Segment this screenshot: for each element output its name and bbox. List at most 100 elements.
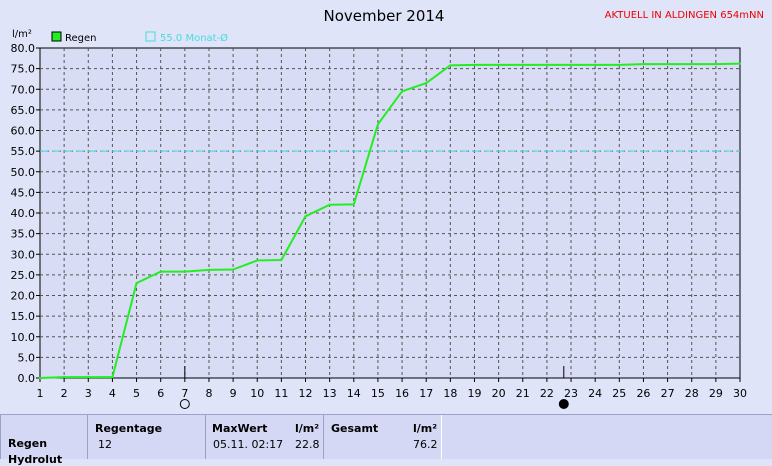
rain-data-point xyxy=(376,123,379,126)
rain-data-point xyxy=(497,63,500,66)
y-tick-label: 40.0 xyxy=(11,207,36,220)
rain-data-point xyxy=(449,64,452,67)
x-tick-label: 7 xyxy=(181,387,188,400)
rain-data-point xyxy=(352,203,355,206)
legend-swatch-rain xyxy=(51,31,62,42)
summary-panel: Regen Hydrolut Regentage 12 MaxWert l/m²… xyxy=(0,414,772,466)
y-tick-label: 15.0 xyxy=(11,310,36,323)
x-tick-label: 24 xyxy=(588,387,602,400)
rain-data-point xyxy=(690,63,693,66)
summary-rain-days-cell: Regentage 12 xyxy=(87,415,206,459)
legend-label-average: 55.0 Monat-Ø xyxy=(160,32,228,44)
rain-data-point xyxy=(401,90,404,93)
x-tick-label: 26 xyxy=(636,387,650,400)
rain-data-point xyxy=(570,63,573,66)
grid-lines xyxy=(40,48,740,378)
rain-data-point xyxy=(473,63,476,66)
x-tick-label: 21 xyxy=(516,387,530,400)
max-value-amount: 22.8 xyxy=(295,438,320,451)
chart-title: November 2014 xyxy=(324,7,445,25)
x-tick-label: 13 xyxy=(323,387,337,400)
x-tick-label: 6 xyxy=(157,387,164,400)
x-tick-label: 29 xyxy=(709,387,723,400)
x-tick-label: 20 xyxy=(492,387,506,400)
y-axis-unit: l/m² xyxy=(12,29,32,40)
rain-data-point xyxy=(183,270,186,273)
x-tick-label: 15 xyxy=(371,387,385,400)
rain-data-point xyxy=(618,63,621,66)
rain-data-point xyxy=(714,63,717,66)
station-label: AKTUELL IN ALDINGEN 654mNN xyxy=(605,10,764,21)
y-tick-label: 5.0 xyxy=(18,351,36,364)
x-tick-label: 10 xyxy=(250,387,264,400)
x-tick-label: 16 xyxy=(395,387,409,400)
y-tick-label: 30.0 xyxy=(11,248,36,261)
x-tick-label: 22 xyxy=(540,387,554,400)
y-tick-label: 45.0 xyxy=(11,186,36,199)
rain-data-point xyxy=(256,259,259,262)
x-tick-label: 17 xyxy=(419,387,433,400)
x-tick-label: 30 xyxy=(733,387,747,400)
rain-data-point xyxy=(425,82,428,85)
x-tick-label: 8 xyxy=(205,387,212,400)
summary-row-label: Regen xyxy=(8,437,48,450)
x-tick-label: 28 xyxy=(685,387,699,400)
y-tick-label: 70.0 xyxy=(11,83,36,96)
moon-phase-markers xyxy=(179,366,569,409)
rain-data-point xyxy=(63,376,66,379)
rain-data-point xyxy=(111,376,114,379)
rain-data-point xyxy=(521,63,524,66)
x-tick-label: 2 xyxy=(61,387,68,400)
summary-row-label-2: Hydrolut xyxy=(8,453,63,466)
total-unit: l/m² xyxy=(413,422,438,435)
x-tick-label: 25 xyxy=(612,387,626,400)
y-tick-label: 55.0 xyxy=(11,145,36,158)
rain-chart: November 2014 AKTUELL IN ALDINGEN 654mNN… xyxy=(11,7,764,409)
y-tick-label: 35.0 xyxy=(11,228,36,241)
legend-swatch-average xyxy=(145,31,156,42)
x-tick-label: 11 xyxy=(274,387,288,400)
x-axis-ticks: 1 2 3 4 5 6 7 8 9 10 11 12 13 14 15 16 17 18 19 20 21 22 23 24 2… xyxy=(37,378,747,400)
summary-total-cell: Gesamt l/m² 76.2 xyxy=(323,415,442,459)
legend-label-rain: Regen xyxy=(65,33,97,44)
y-tick-label: 80.0 xyxy=(11,42,36,55)
rain-data-point xyxy=(594,63,597,66)
rain-data-point xyxy=(666,63,669,66)
summary-max-cell: MaxWert l/m² 05.11. 02:17 22.8 xyxy=(205,415,324,459)
y-tick-label: 65.0 xyxy=(11,104,36,117)
rain-data-point xyxy=(304,215,307,218)
rain-data-point xyxy=(739,62,741,65)
x-tick-label: 12 xyxy=(299,387,313,400)
y-tick-label: 10.0 xyxy=(11,331,36,344)
x-tick-label: 4 xyxy=(109,387,116,400)
rain-data-point xyxy=(159,270,162,273)
rain-data-point xyxy=(135,282,138,285)
rain-days-value: 12 xyxy=(98,438,112,451)
x-tick-label: 3 xyxy=(85,387,92,400)
new-moon-icon xyxy=(558,399,569,409)
rain-days-header: Regentage xyxy=(95,422,163,435)
rain-data-point xyxy=(280,259,283,262)
rain-data-point xyxy=(207,268,210,271)
rain-data-point xyxy=(328,203,331,206)
max-value-date: 05.11. 02:17 xyxy=(213,438,284,451)
x-tick-label: 19 xyxy=(467,387,481,400)
x-tick-label: 27 xyxy=(661,387,675,400)
x-tick-label: 18 xyxy=(443,387,457,400)
y-tick-label: 75.0 xyxy=(11,63,36,76)
x-tick-label: 1 xyxy=(37,387,44,400)
max-value-header: MaxWert xyxy=(212,422,268,435)
x-tick-label: 14 xyxy=(347,387,361,400)
y-tick-label: 50.0 xyxy=(11,166,36,179)
total-value: 76.2 xyxy=(413,438,438,451)
summary-label-cell: Regen Hydrolut xyxy=(0,415,88,466)
max-value-unit: l/m² xyxy=(295,422,320,435)
rain-data-point xyxy=(545,63,548,66)
rain-data-point xyxy=(642,63,645,66)
rain-data-point xyxy=(39,377,41,379)
rain-data-point xyxy=(87,376,90,379)
x-tick-label: 5 xyxy=(133,387,140,400)
y-tick-label: 0.0 xyxy=(18,372,36,385)
y-tick-label: 25.0 xyxy=(11,269,36,282)
y-tick-label: 20.0 xyxy=(11,290,36,303)
